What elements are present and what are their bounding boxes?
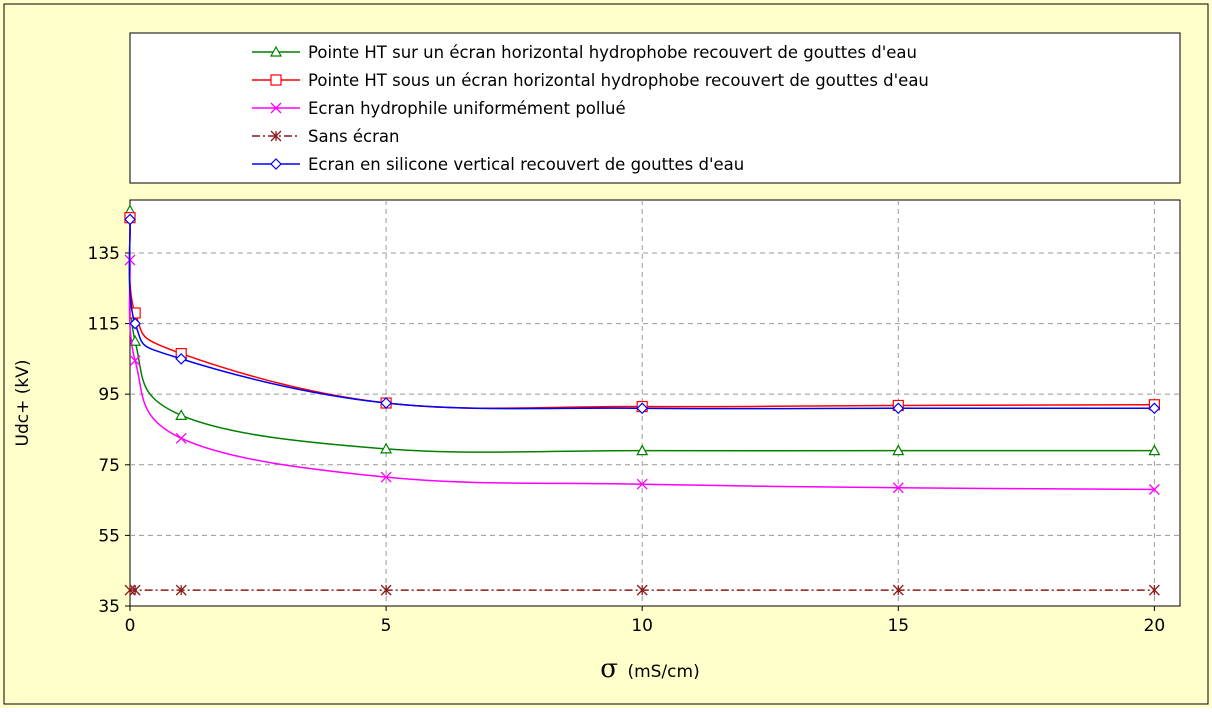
data-point: [636, 584, 648, 596]
data-point: [892, 482, 904, 494]
data-point: [380, 442, 393, 454]
data-point: [380, 584, 392, 596]
data-point: [124, 584, 136, 596]
legend-label: Ecran hydrophile uniformément pollué: [308, 99, 626, 118]
y-tick-label: 55: [98, 526, 120, 546]
x-axis-label: σ (mS/cm): [600, 654, 699, 684]
data-point: [175, 432, 187, 444]
series-5: [124, 213, 1161, 415]
data-point: [1148, 444, 1161, 456]
x-tick-label: 0: [125, 616, 136, 636]
legend-item-4: Sans écran: [252, 127, 399, 146]
data-point: [270, 130, 282, 142]
series-line: [128, 210, 1155, 453]
data-point: [1148, 584, 1160, 596]
y-tick-label: 95: [98, 385, 120, 405]
series-1: [123, 204, 1161, 456]
y-tick-label: 135: [88, 244, 120, 264]
x-tick-label: 20: [1144, 616, 1166, 636]
chart-border: [3, 3, 1209, 705]
data-point: [892, 444, 905, 456]
data-point: [380, 471, 392, 483]
legend-item-2: Pointe HT sous un écran horizontal hydro…: [252, 71, 929, 90]
y-tick-label: 75: [98, 456, 120, 476]
data-point: [175, 584, 187, 596]
legend-label: Ecran en silicone vertical recouvert de …: [308, 155, 744, 174]
data-point: [270, 158, 282, 170]
series-3: [124, 254, 1160, 495]
x-tick-label: 10: [631, 616, 653, 636]
plot-area: [129, 199, 1181, 607]
x-tick-label: 5: [381, 616, 392, 636]
data-point: [270, 102, 282, 114]
data-point: [129, 317, 141, 330]
series-line: [128, 259, 1155, 491]
legend-label: Pointe HT sous un écran horizontal hydro…: [308, 71, 929, 90]
data-point: [1148, 402, 1161, 415]
data-point: [269, 45, 283, 57]
y-tick-label: 35: [98, 597, 120, 617]
y-axis-label: Udc+ (kV): [13, 360, 33, 447]
data-point: [892, 584, 904, 596]
series-4: [124, 584, 1160, 596]
legend-label: Pointe HT sur un écran horizontal hydrop…: [308, 43, 917, 62]
data-point: [636, 444, 649, 456]
y-tick-label: 115: [88, 315, 120, 335]
data-point: [380, 397, 392, 409]
x-axis-unit: (mS/cm): [627, 662, 699, 682]
data-point: [129, 334, 142, 346]
data-point: [175, 409, 188, 420]
data-point: [124, 213, 136, 226]
x-tick-label: 15: [887, 616, 909, 636]
legend-item-1: Pointe HT sur un écran horizontal hydrop…: [252, 43, 917, 62]
data-point: [636, 478, 648, 490]
legend-items: Pointe HT sur un écran horizontal hydrop…: [252, 43, 929, 174]
series-layer: [123, 204, 1161, 596]
x-axis-symbol: σ: [600, 654, 618, 684]
legend-item-5: Ecran en silicone vertical recouvert de …: [252, 155, 744, 174]
legend-label: Sans écran: [308, 127, 399, 146]
data-point: [1148, 484, 1160, 495]
axes: 35 55 75 95 115 135 0 5 10 15 20: [88, 244, 1166, 636]
data-point: [270, 74, 282, 86]
data-point: [175, 353, 188, 365]
series-line: [128, 219, 1155, 410]
legend-item-3: Ecran hydrophile uniformément pollué: [252, 99, 626, 118]
data-point: [129, 355, 141, 367]
data-point: [129, 584, 141, 596]
legend: [129, 32, 1181, 184]
data-point: [892, 402, 905, 415]
data-point: [636, 402, 649, 415]
